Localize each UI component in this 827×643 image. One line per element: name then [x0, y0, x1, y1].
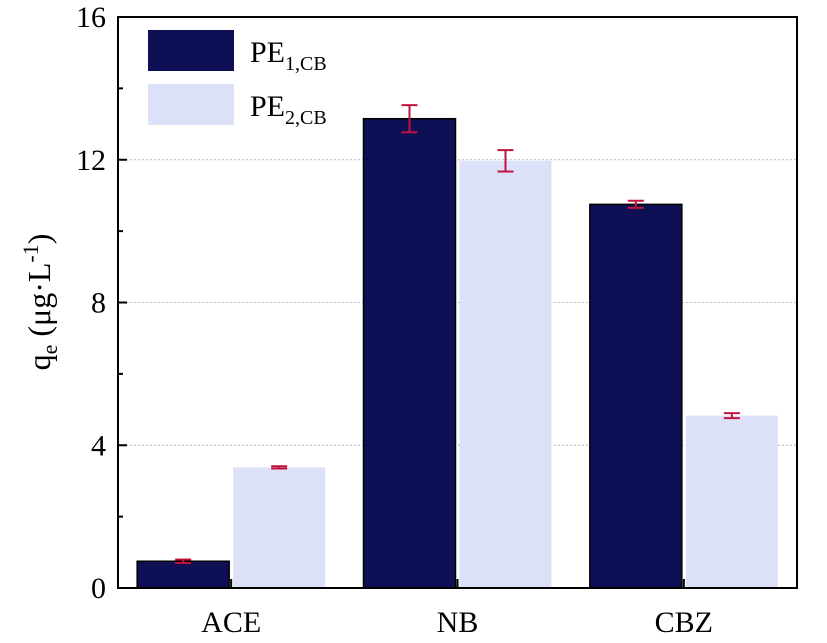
tick-labels: 0 4 8 12 16 ACE NB CBZ — [76, 1, 713, 639]
bar-nb-series2 — [459, 160, 552, 588]
legend-swatch-pe1 — [148, 30, 234, 71]
y-axis-label: qe (μg·L-1) — [18, 234, 62, 371]
bar-ace-series1 — [136, 560, 230, 589]
axes — [117, 16, 798, 589]
y-axis-label-units-close: ) — [21, 234, 57, 245]
y-tick-label: 12 — [76, 144, 106, 177]
y-tick-label: 16 — [76, 1, 106, 34]
legend-label-pe2: PE2,CB — [250, 90, 327, 129]
y-axis-label-sub: e — [37, 345, 62, 355]
y-tick-label: 4 — [91, 429, 106, 462]
legend: PE1,CB PE2,CB — [148, 30, 327, 129]
bar-ace-series2 — [233, 467, 326, 588]
bar-nb-series1 — [362, 117, 457, 589]
y-tick-label: 0 — [91, 572, 106, 605]
x-tick-label-nb: NB — [437, 606, 479, 639]
x-tick-label-ace: ACE — [201, 606, 261, 639]
y-axis-label-main: q — [21, 354, 57, 370]
y-tick-label: 8 — [91, 287, 106, 320]
x-tick-label-cbz: CBZ — [655, 606, 713, 639]
bars — [136, 117, 778, 589]
bar-cbz-series1 — [589, 203, 683, 589]
grid-lines — [118, 159, 797, 446]
bar-cbz-series2 — [685, 415, 778, 588]
legend-swatch-pe2 — [148, 84, 234, 125]
legend-label-pe1: PE1,CB — [250, 36, 327, 75]
y-axis-label-units-sup: -1 — [18, 244, 43, 262]
error-bars — [175, 104, 740, 565]
y-axis-label-units: (μg·L — [21, 263, 57, 345]
